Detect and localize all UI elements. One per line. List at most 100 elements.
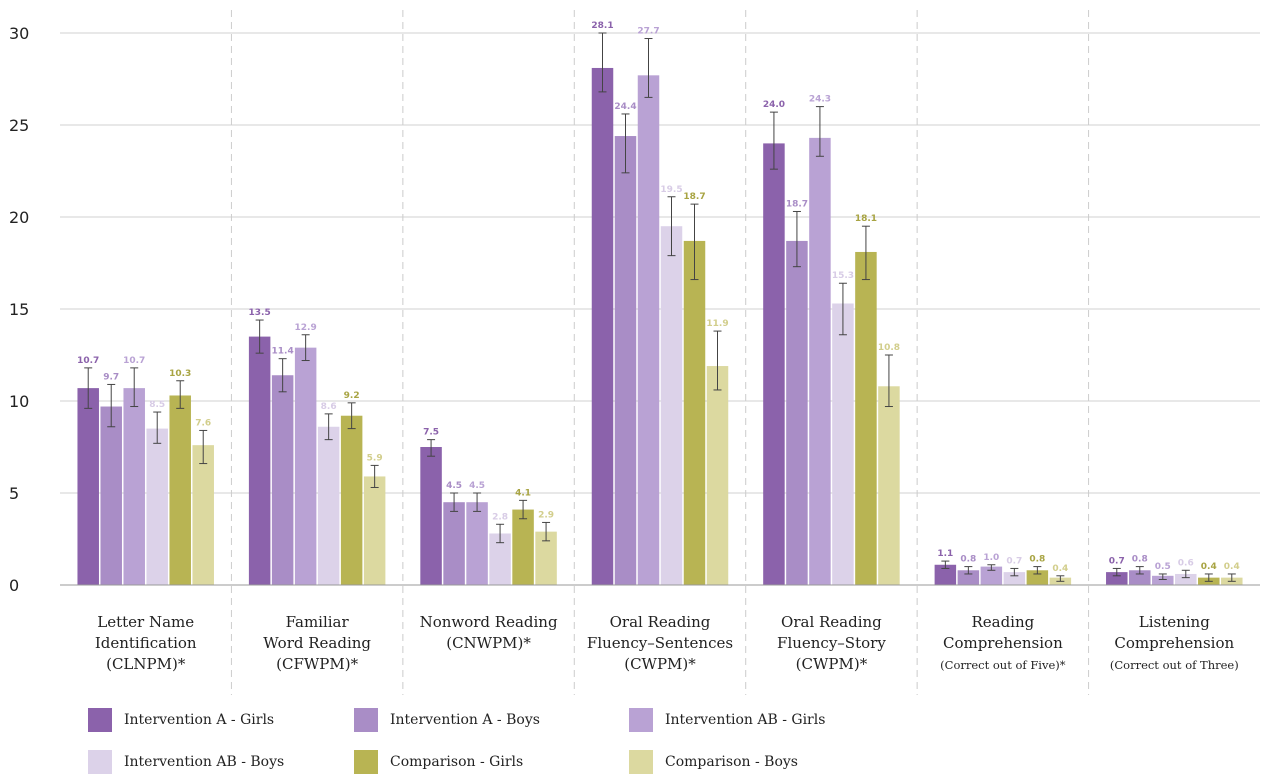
legend-item: Intervention A - Girls [88,708,274,732]
data-label: 27.7 [637,27,659,37]
bar [934,564,957,585]
bar [614,136,637,586]
category-label: Letter Name [97,613,194,631]
legend-swatch [88,708,112,732]
data-label: 2.9 [538,510,554,520]
data-label: 2.8 [492,512,508,522]
bar-chart: 0 5 10 15 20 25 30 10.7 9.7 10.7 8.5 10.3 7.6 Letter … [9,10,1260,695]
data-label: 4.1 [515,488,531,498]
data-label: 15.3 [832,271,854,281]
data-label: 0.5 [1155,562,1171,572]
legend-label: Intervention A - Boys [390,712,540,728]
bar [443,502,465,585]
data-label: 0.8 [960,555,976,565]
y-tick-label: 30 [9,24,29,43]
legend: Intervention A - Girls Intervention A - B… [88,700,1088,774]
data-label: 8.6 [321,402,337,412]
category-label: (CWPM)* [624,655,696,673]
data-label: 10.7 [123,356,145,366]
legend-item: Intervention AB - Boys [88,750,284,774]
category-label: Reading [971,613,1034,631]
y-tick-label: 0 [9,576,19,595]
y-tick-label: 15 [9,300,29,319]
category-label: Listening [1139,613,1210,631]
bar [637,75,660,585]
category-label: Comprehension [1114,634,1234,652]
category-label: (Correct out of Five)* [940,658,1066,672]
bar [809,137,831,585]
data-label: 7.6 [195,418,211,428]
data-label: 10.3 [169,369,191,379]
bar [763,143,785,585]
data-label: 1.1 [937,549,953,559]
bar [1152,575,1174,585]
data-label: 24.0 [763,100,785,110]
bar [146,428,168,585]
data-label: 19.5 [660,185,682,195]
category-label: (Correct out of Three) [1110,658,1239,672]
data-label: 11.4 [272,347,294,357]
bar [1175,573,1197,585]
legend-item: Intervention AB - Girls [629,708,825,732]
data-label: 7.5 [423,428,439,438]
category-label: (CNWPM)* [446,634,531,652]
bar [466,502,488,585]
bar [77,388,99,585]
bar [1003,572,1026,585]
bar [248,336,271,585]
data-label: 0.4 [1201,562,1217,572]
legend-swatch [88,750,112,774]
bar [786,240,808,586]
data-label: 9.7 [103,372,119,382]
bar [169,395,191,585]
data-label: 4.5 [446,481,462,491]
data-label: 24.4 [614,102,636,112]
bar [1129,570,1151,585]
data-label: 12.9 [295,323,317,333]
category-label: Identification [95,634,197,652]
data-label: 0.7 [1109,556,1125,566]
legend-item: Comparison - Boys [629,750,798,774]
category-label: Fluency–Story [777,634,886,652]
bar [317,426,340,585]
bar [1106,572,1128,585]
data-label: 13.5 [249,308,271,318]
legend-swatch [354,708,378,732]
data-label: 1.0 [983,553,999,563]
data-label: 10.7 [77,356,99,366]
data-label: 9.2 [344,391,360,401]
bar [340,415,363,585]
data-label: 5.9 [367,453,383,463]
y-tick-label: 25 [9,116,29,135]
bar [192,445,214,585]
data-label: 18.7 [683,192,705,202]
legend-item: Comparison - Girls [354,750,523,774]
bar [683,240,706,586]
bar [123,388,145,585]
category-label: (CWPM)* [796,655,868,673]
bar [535,531,557,585]
legend-item: Intervention A - Boys [354,708,540,732]
bar [957,570,980,585]
bar [294,347,317,585]
bar [363,476,386,585]
bar [832,303,854,585]
data-label: 4.5 [469,481,485,491]
category-label: Fluency–Sentences [587,634,733,652]
bar [878,386,900,585]
category-label: Oral Reading [781,613,882,631]
data-label: 8.5 [149,400,165,410]
bar [855,251,877,585]
bar [271,375,294,585]
y-tick-label: 5 [9,484,19,503]
category-label: Familiar [286,613,350,631]
bar [100,406,122,585]
legend-label: Intervention AB - Girls [665,712,826,728]
bar [1026,570,1049,585]
legend-swatch [354,750,378,774]
category-label: Oral Reading [610,613,711,631]
data-label: 0.4 [1052,564,1068,574]
legend-label: Intervention AB - Boys [124,754,285,770]
data-label: 11.9 [706,319,728,329]
data-label: 24.3 [809,95,831,105]
